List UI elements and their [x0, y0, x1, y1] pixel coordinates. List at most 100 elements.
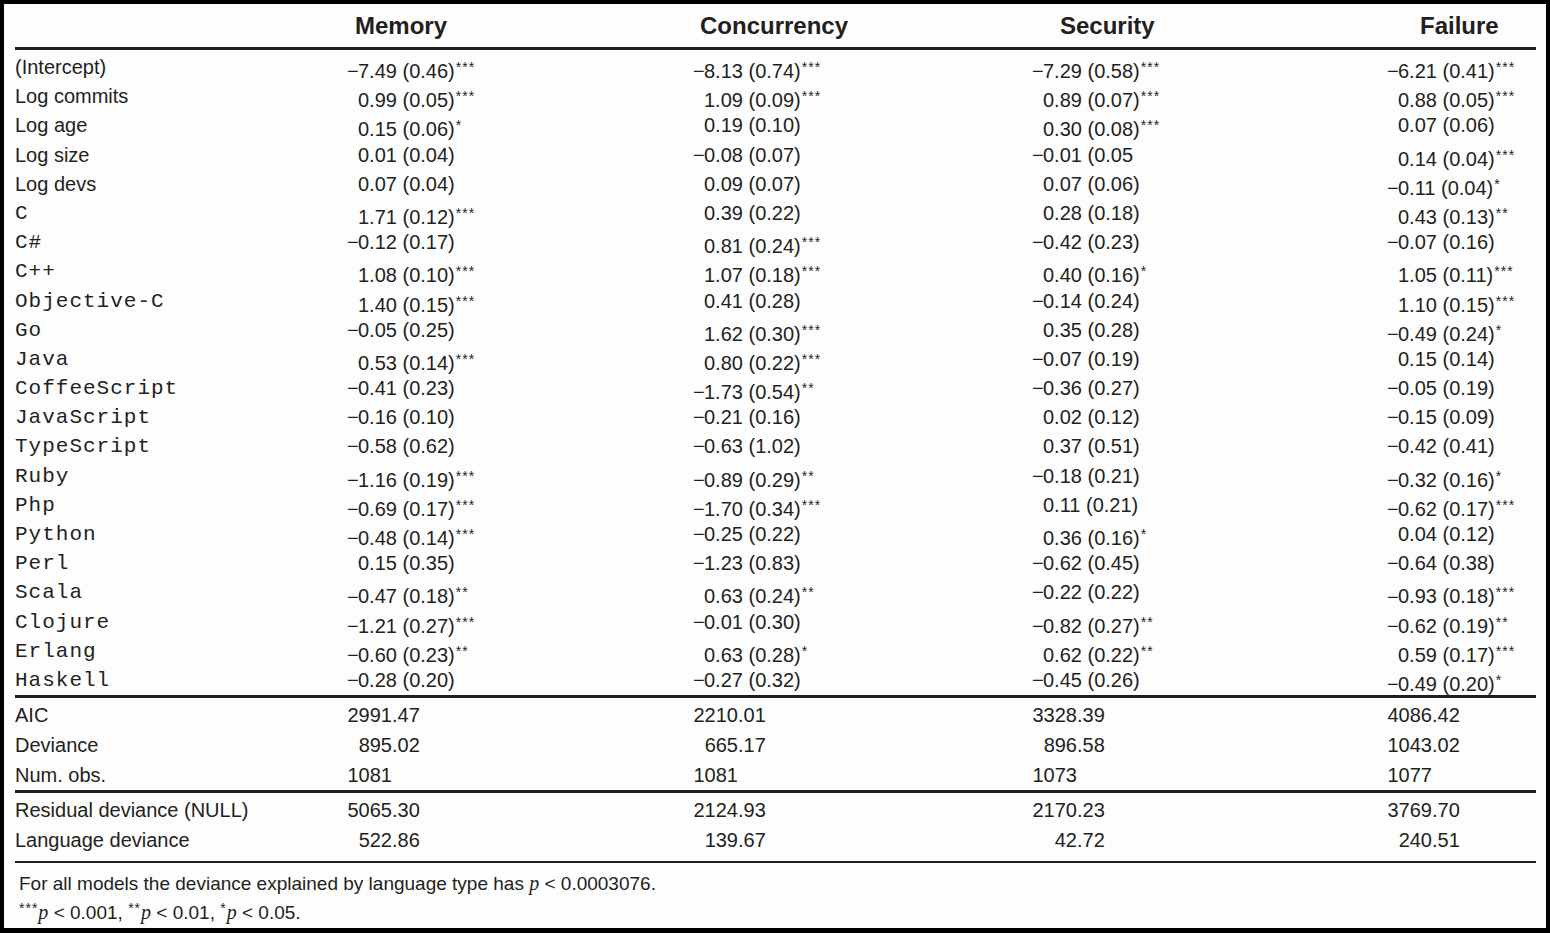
significance-stars: ***	[456, 293, 475, 309]
estimate-text: 7.49 (0.46)	[358, 60, 455, 82]
statistic-cell: 42.72	[1032, 825, 1387, 855]
minus-sign: −	[1387, 403, 1398, 432]
estimate-text: 0.93 (0.18)	[1398, 586, 1495, 608]
coefficient-cell: 0.19 (0.10)	[693, 111, 1032, 140]
estimate-text: 0.36 (0.16)	[1043, 527, 1140, 549]
estimate-text: 6.21 (0.41)	[1398, 60, 1495, 82]
coefficient-cell: −0.49 (0.20)*	[1387, 666, 1542, 695]
significance-stars: ***	[1494, 263, 1513, 279]
significance-stars: ***	[1496, 497, 1515, 513]
coefficient-cell: −0.48 (0.14)***	[347, 520, 693, 549]
significance-stars: *	[1141, 526, 1147, 542]
significance-stars: **	[1496, 614, 1509, 630]
predictor-label: Erlang	[15, 637, 347, 666]
fraction-part: .86	[392, 829, 420, 851]
fraction-part: .02	[392, 734, 420, 756]
estimate-text: 0.14 (0.24)	[1043, 290, 1140, 312]
coefficient-cell: −0.49 (0.24)*	[1387, 316, 1542, 345]
predictor-label: C++	[15, 257, 347, 286]
coefficient-cell: 1.07 (0.18)***	[693, 257, 1032, 286]
integer-part: 895	[347, 730, 392, 760]
predictor-label: Java	[15, 345, 347, 374]
estimate-text: 1.70 (0.34)	[704, 498, 801, 520]
estimate-text: 0.28 (0.20)	[358, 669, 455, 691]
predictor-label: Log commits	[15, 82, 347, 111]
coefficient-cell: 0.81 (0.24)***	[693, 228, 1032, 257]
minus-sign: −	[693, 520, 704, 549]
predictor-label: Perl	[15, 549, 347, 578]
statistic-label: Num. obs.	[15, 760, 347, 790]
coefficient-cell: −0.07 (0.19)	[1032, 345, 1387, 374]
coefficient-cell: 0.15 (0.14)	[1387, 345, 1542, 374]
coefficient-cell: −1.70 (0.34)***	[693, 491, 1032, 520]
predictor-label: C#	[15, 228, 347, 257]
integer-part: 1081	[347, 760, 392, 790]
regression-table: Memory Concurrency Security Failure (Int…	[0, 0, 1550, 933]
estimate-text: 0.88 (0.05)	[1398, 89, 1495, 111]
deviance-section: Residual deviance (NULL)5065.302124.9321…	[4, 793, 1546, 861]
minus-sign: −	[1387, 374, 1398, 403]
estimate-text: 0.12 (0.17)	[358, 231, 455, 253]
estimate-text: 0.09 (0.07)	[704, 173, 801, 195]
coefficient-cell: 1.10 (0.15)***	[1387, 287, 1542, 316]
estimate-text: 0.62 (0.17)	[1398, 498, 1495, 520]
estimate-text: 0.07 (0.16)	[1398, 231, 1495, 253]
column-header-memory: Memory	[347, 4, 693, 47]
fraction-part: .23	[1077, 799, 1105, 821]
fraction-part: .02	[1432, 734, 1460, 756]
minus-sign: −	[693, 666, 704, 695]
note-stars: **	[128, 900, 141, 916]
fraction-part: .42	[1432, 704, 1460, 726]
significance-stars: *	[1496, 468, 1502, 484]
estimate-text: 1.09 (0.09)	[704, 89, 801, 111]
minus-sign: −	[1032, 666, 1043, 695]
significance-stars: ***	[802, 234, 821, 250]
coefficient-cell: 0.41 (0.28)	[693, 287, 1032, 316]
integer-part: 896	[1032, 730, 1077, 760]
significance-stars: *	[456, 117, 462, 133]
coefficient-cell: −0.16 (0.10)	[347, 403, 693, 432]
estimate-text: 0.11 (0.21)	[1043, 494, 1138, 516]
estimate-text: 0.32 (0.16)	[1398, 469, 1495, 491]
fraction-part: .67	[738, 829, 766, 851]
note-stars: ***	[19, 900, 38, 916]
predictor-label: TypeScript	[15, 432, 347, 461]
minus-sign: −	[1032, 578, 1043, 607]
significance-stars: ***	[1496, 643, 1515, 659]
coefficient-cell: 0.80 (0.22)***	[693, 345, 1032, 374]
estimate-text: 0.08 (0.07)	[704, 144, 801, 166]
statistic-cell: 240.51	[1387, 825, 1542, 855]
estimate-text: 0.28 (0.18)	[1043, 202, 1140, 224]
predictor-label: Clojure	[15, 608, 347, 637]
coefficient-cell: −0.47 (0.18)**	[347, 578, 693, 607]
estimate-text: 0.40 (0.16)	[1043, 265, 1140, 287]
integer-part: 1073	[1032, 760, 1077, 790]
minus-sign: −	[347, 666, 358, 695]
estimate-text: 0.07 (0.04)	[358, 173, 455, 195]
coefficient-cell: 0.37 (0.51)	[1032, 432, 1387, 461]
coefficient-cell: −0.08 (0.07)	[693, 141, 1032, 170]
integer-part: 42	[1032, 825, 1077, 855]
minus-sign: −	[1032, 462, 1043, 491]
significance-stars: *	[1496, 672, 1502, 688]
coefficient-cell: −0.07 (0.16)	[1387, 228, 1542, 257]
predictor-label: Haskell	[15, 666, 347, 695]
significance-stars: ***	[456, 526, 475, 542]
coefficient-cell: −7.49 (0.46)***	[347, 53, 693, 82]
minus-sign: −	[347, 432, 358, 461]
estimate-text: 0.01 (0.30)	[704, 611, 801, 633]
estimate-text: 0.02 (0.12)	[1043, 406, 1140, 428]
fraction-part: .51	[1432, 829, 1460, 851]
coefficient-cell: 0.62 (0.22)**	[1032, 637, 1387, 666]
coefficient-cell: −0.69 (0.17)***	[347, 491, 693, 520]
estimate-text: 0.89 (0.07)	[1043, 89, 1140, 111]
estimate-text: 1.62 (0.30)	[704, 323, 801, 345]
coefficient-cell: −0.93 (0.18)***	[1387, 578, 1542, 607]
predictor-label: Php	[15, 491, 347, 520]
statistic-cell: 3769.70	[1387, 795, 1542, 825]
significance-stars: ***	[802, 263, 821, 279]
p-symbol: p	[227, 901, 237, 923]
fraction-part: .58	[1077, 734, 1105, 756]
predictor-label: C	[15, 199, 347, 228]
estimate-text: 0.60 (0.23)	[358, 644, 455, 666]
